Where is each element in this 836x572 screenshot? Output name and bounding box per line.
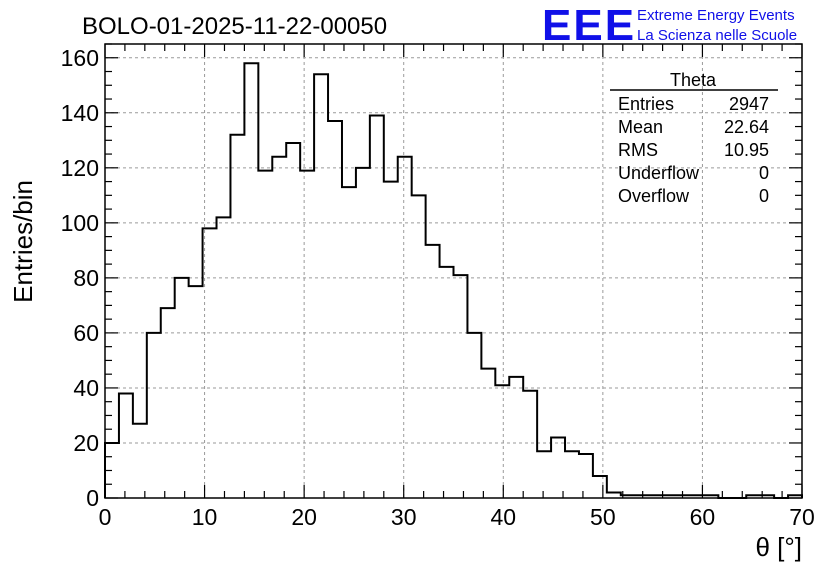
histogram-bin	[356, 168, 370, 498]
histogram-bin	[342, 187, 356, 498]
y-tick-label: 40	[73, 375, 99, 401]
y-tick-label: 100	[61, 210, 99, 236]
eee-logo: EEE Extreme Energy Events La Scienza nel…	[542, 1, 797, 50]
stats-value-underflow: 0	[759, 163, 769, 183]
histogram-bin	[384, 182, 398, 498]
stats-label-underflow: Underflow	[618, 163, 700, 183]
histogram-bin	[454, 275, 468, 498]
axis-ticks	[104, 43, 803, 499]
histogram-bin	[495, 385, 509, 498]
y-axis-label: Entries/bin	[8, 180, 38, 303]
histogram-bin	[300, 171, 314, 498]
y-tick-label: 120	[61, 155, 99, 181]
x-tick-label: 60	[690, 504, 716, 530]
stats-label-rms: RMS	[618, 140, 658, 160]
logo-line-1: Extreme Energy Events	[637, 7, 795, 24]
histogram-outline	[104, 62, 803, 499]
stats-label-mean: Mean	[618, 117, 663, 137]
histogram-bin	[412, 195, 426, 498]
histogram-bin	[244, 63, 258, 498]
histogram-series	[104, 62, 803, 499]
histogram-bin	[203, 228, 217, 498]
stats-label-entries: Entries	[618, 94, 674, 114]
stats-value-overflow: 0	[759, 186, 769, 206]
histogram-bin	[523, 391, 537, 498]
y-tick-label: 20	[73, 430, 99, 456]
histogram-bin	[467, 333, 481, 498]
histogram-bin	[147, 333, 161, 498]
histogram-bin	[161, 308, 175, 498]
stats-title: Theta	[670, 70, 717, 90]
histogram-bin	[426, 245, 440, 498]
histogram-bin	[607, 492, 621, 498]
histogram-bin	[189, 286, 203, 498]
histogram-bin	[565, 451, 579, 498]
x-axis-label: θ [°]	[755, 532, 802, 562]
plot-frame	[104, 43, 803, 499]
stats-value-rms: 10.95	[724, 140, 769, 160]
histogram-bin	[579, 454, 593, 498]
histogram-bin	[440, 267, 454, 498]
x-tick-label: 70	[789, 504, 815, 530]
histogram-bin	[230, 135, 244, 498]
histogram-bin	[286, 143, 300, 498]
x-tick-label: 40	[490, 504, 516, 530]
histogram-bin	[217, 217, 231, 498]
y-tick-label: 80	[73, 265, 99, 291]
stats-value-mean: 22.64	[724, 117, 769, 137]
logo-mark: EEE	[542, 1, 636, 50]
histogram-bin	[537, 451, 551, 498]
stats-box: Theta Entries 2947 Mean 22.64 RMS 10.95 …	[610, 70, 778, 206]
histogram-bin	[272, 157, 286, 498]
logo-line-2: La Scienza nelle Scuole	[637, 27, 797, 44]
x-tick-label: 10	[192, 504, 218, 530]
histogram-bin	[175, 278, 189, 498]
tick-labels: 0 10 20 30 40 50 60 70 0 20 40 60 80 100 120 140 160	[61, 45, 815, 530]
histogram-bin	[119, 393, 133, 498]
run-title: BOLO-01-2025-11-22-00050	[82, 13, 387, 40]
histogram-bin	[258, 171, 272, 498]
histogram-bin	[328, 121, 342, 498]
grid	[105, 44, 802, 498]
histogram-bin	[593, 476, 607, 498]
x-tick-label: 20	[291, 504, 317, 530]
stats-label-overflow: Overflow	[618, 186, 690, 206]
histogram-bin	[133, 424, 147, 498]
histogram-bin	[551, 437, 565, 498]
y-tick-label: 60	[73, 320, 99, 346]
histogram-bin	[398, 157, 412, 498]
histogram-bin	[509, 377, 523, 498]
x-tick-label: 30	[391, 504, 417, 530]
y-tick-label: 0	[86, 485, 99, 511]
histogram-bin	[314, 74, 328, 498]
y-tick-label: 140	[61, 100, 99, 126]
stats-value-entries: 2947	[729, 94, 769, 114]
histogram-bin	[370, 116, 384, 498]
histogram-bin	[481, 369, 495, 498]
x-tick-label: 50	[590, 504, 616, 530]
x-tick-label: 0	[99, 504, 112, 530]
y-tick-label: 160	[61, 45, 99, 71]
